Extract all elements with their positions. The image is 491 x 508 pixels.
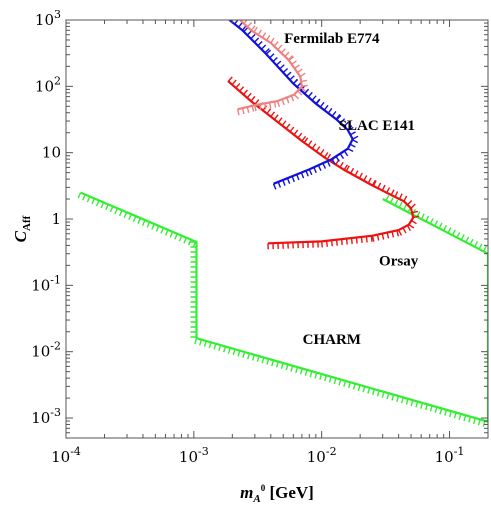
y-tick-label: 103 — [35, 8, 61, 29]
y-tick-label: 10-3 — [31, 406, 61, 427]
series-layer — [77, 20, 488, 427]
x-tick-label: 10-3 — [179, 445, 209, 466]
curve-label: Orsay — [379, 253, 419, 269]
y-tick-label: 1 — [51, 210, 61, 228]
x-tick-label: 10-2 — [307, 445, 337, 466]
y-axis-title: CAff — [11, 215, 33, 242]
series-hatch — [236, 20, 308, 116]
series-hatch — [77, 192, 488, 427]
y-tick-label: 10 — [42, 144, 61, 162]
y-tick-label: 102 — [35, 74, 61, 95]
x-tick-label: 10-1 — [435, 445, 465, 466]
curve-label: Fermilab E774 — [284, 31, 380, 47]
curve-label: SLAC E141 — [339, 118, 415, 134]
series-slac-e141 — [228, 20, 359, 190]
series-line — [80, 191, 488, 423]
curve-label: CHARM — [303, 332, 361, 348]
y-tick-label: 10-1 — [31, 273, 61, 294]
x-axis-title: mA0 [GeV] — [240, 483, 314, 505]
curve-labels: CHARM Orsay SLAC E141 Fermilab E774 — [284, 31, 419, 348]
series-line — [237, 20, 304, 111]
y-tick-label: 10-2 — [31, 340, 61, 361]
axis-tick-labels: 10-4 10-3 10-2 10-1 10-3 10-2 10-1 1 10 102 103 — [31, 8, 464, 466]
series-fermilab-e774 — [236, 20, 308, 116]
plot-frame — [65, 19, 489, 439]
x-tick-label: 10-4 — [51, 445, 81, 466]
series-hatch — [230, 20, 359, 190]
series-charm — [77, 191, 488, 427]
axis-ticks — [65, 19, 489, 439]
